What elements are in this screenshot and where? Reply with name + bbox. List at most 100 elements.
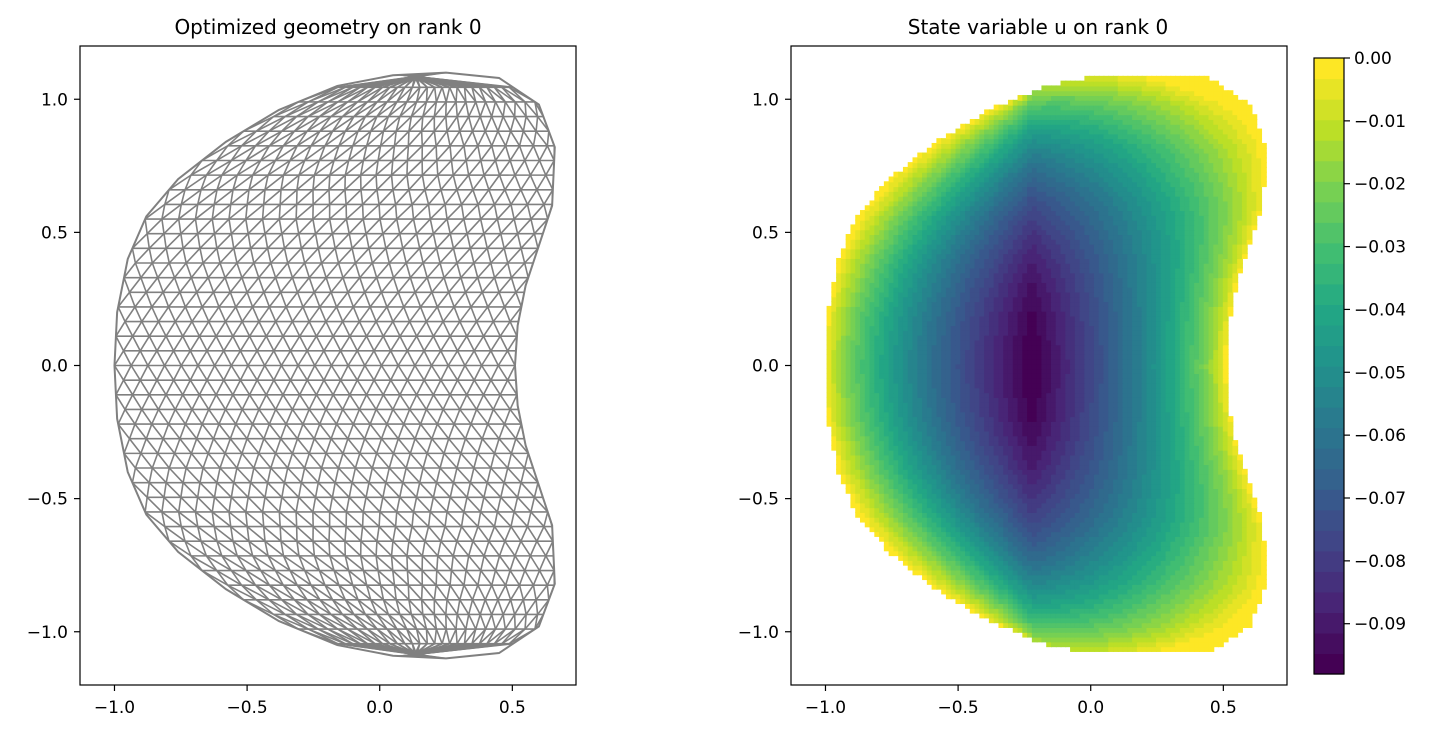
mesh-edge — [306, 599, 321, 615]
mesh-edge — [219, 247, 235, 264]
contour-cell — [1074, 636, 1081, 643]
mesh-edge — [364, 101, 388, 118]
mesh-edge — [236, 247, 252, 264]
mesh-edge — [483, 555, 497, 572]
mesh-edge — [466, 321, 478, 337]
contour-cell — [1046, 607, 1052, 614]
mesh-edge — [122, 350, 132, 366]
mesh-edge — [334, 233, 350, 249]
contour-cell — [1122, 631, 1129, 638]
mesh-edge — [352, 291, 366, 308]
mesh-edge — [456, 247, 471, 264]
contour-cell — [1227, 631, 1234, 638]
mesh-edge — [164, 189, 170, 205]
mesh-edge — [168, 247, 184, 264]
contour-cell — [1175, 641, 1181, 648]
contour-cell — [1146, 646, 1153, 652]
contour-cell — [1146, 612, 1153, 619]
mesh-edge — [268, 599, 297, 616]
mesh-edge — [180, 189, 186, 205]
mesh-edge — [131, 248, 137, 264]
mesh-edge — [446, 131, 451, 147]
contour-cell — [1046, 617, 1052, 624]
mesh-edge — [432, 233, 438, 249]
mesh-edge — [546, 145, 555, 161]
mesh-edge — [163, 365, 175, 381]
mesh-edge — [264, 482, 269, 498]
mesh-edge — [328, 497, 334, 513]
contour-cell — [1232, 631, 1239, 638]
mesh-lines — [114, 72, 555, 659]
mesh-edge — [414, 438, 428, 454]
contour-cell — [1132, 626, 1138, 633]
mesh-edge — [431, 277, 445, 293]
mesh-edge — [446, 218, 452, 234]
mesh-edge — [339, 379, 351, 396]
mesh-edge — [148, 248, 154, 264]
contour-cell — [1208, 603, 1215, 609]
mesh-edge — [368, 233, 384, 249]
mesh-edge — [319, 115, 343, 132]
mesh-edge — [538, 570, 549, 586]
mesh-edge — [123, 277, 131, 293]
mesh-edge — [324, 130, 346, 147]
mesh-edge — [184, 409, 193, 425]
contour-cell — [1227, 622, 1234, 628]
mesh-edge — [357, 116, 367, 132]
mesh-edge — [513, 614, 516, 630]
mesh-edge — [421, 174, 426, 190]
mesh-edge — [190, 277, 198, 293]
mesh-edge — [264, 496, 280, 513]
mesh-edge — [473, 335, 485, 352]
contour-cell — [1060, 641, 1067, 648]
mesh-edge — [161, 218, 165, 234]
contour-cell — [1041, 636, 1048, 643]
mesh-edge — [208, 394, 217, 410]
contour-cell — [1203, 641, 1210, 648]
mesh-edge — [359, 438, 366, 454]
mesh-edge — [117, 409, 126, 425]
contour-cell — [1175, 631, 1181, 638]
mesh-edge — [447, 350, 459, 366]
contour-cell — [1194, 646, 1200, 652]
mesh-edge — [432, 482, 438, 498]
mesh-edge — [279, 525, 298, 542]
mesh-edge — [366, 86, 391, 103]
mesh-edge — [423, 335, 435, 352]
mesh-edge — [252, 159, 276, 176]
mesh-edge — [329, 160, 335, 176]
mesh-edge — [216, 174, 238, 191]
contour-cell — [1218, 622, 1224, 628]
contour-cell — [965, 598, 971, 605]
mesh-edge — [333, 145, 354, 162]
mesh-edge — [375, 555, 379, 571]
mesh-edge — [380, 350, 392, 366]
mesh-edge — [456, 379, 468, 396]
contour-cell — [1156, 626, 1162, 633]
contour-cell — [1160, 631, 1167, 638]
mesh-edge — [245, 511, 265, 528]
mesh-edge — [258, 306, 271, 323]
mesh-edge — [345, 189, 362, 205]
mesh-edge — [408, 174, 423, 191]
mesh-edge — [421, 130, 435, 147]
mesh-edge — [382, 599, 401, 616]
mesh-edge — [375, 555, 394, 572]
mesh-edge — [362, 511, 380, 528]
mesh-edge — [482, 394, 494, 410]
mesh-edge — [348, 482, 353, 498]
mesh-edge — [291, 277, 299, 293]
mesh-edge — [365, 496, 381, 513]
mesh-edge — [241, 452, 255, 469]
mesh-edge — [477, 262, 492, 279]
contour-cell — [1122, 636, 1129, 643]
mesh-edge — [379, 511, 397, 528]
mesh-edge — [144, 203, 166, 220]
mesh-edge — [390, 555, 408, 572]
mesh-edge — [533, 218, 549, 235]
mesh-edge — [331, 599, 344, 615]
mesh-edge — [468, 101, 477, 117]
mesh-edge — [124, 306, 136, 323]
mesh-edge — [463, 145, 467, 161]
mesh-edge — [546, 570, 555, 586]
